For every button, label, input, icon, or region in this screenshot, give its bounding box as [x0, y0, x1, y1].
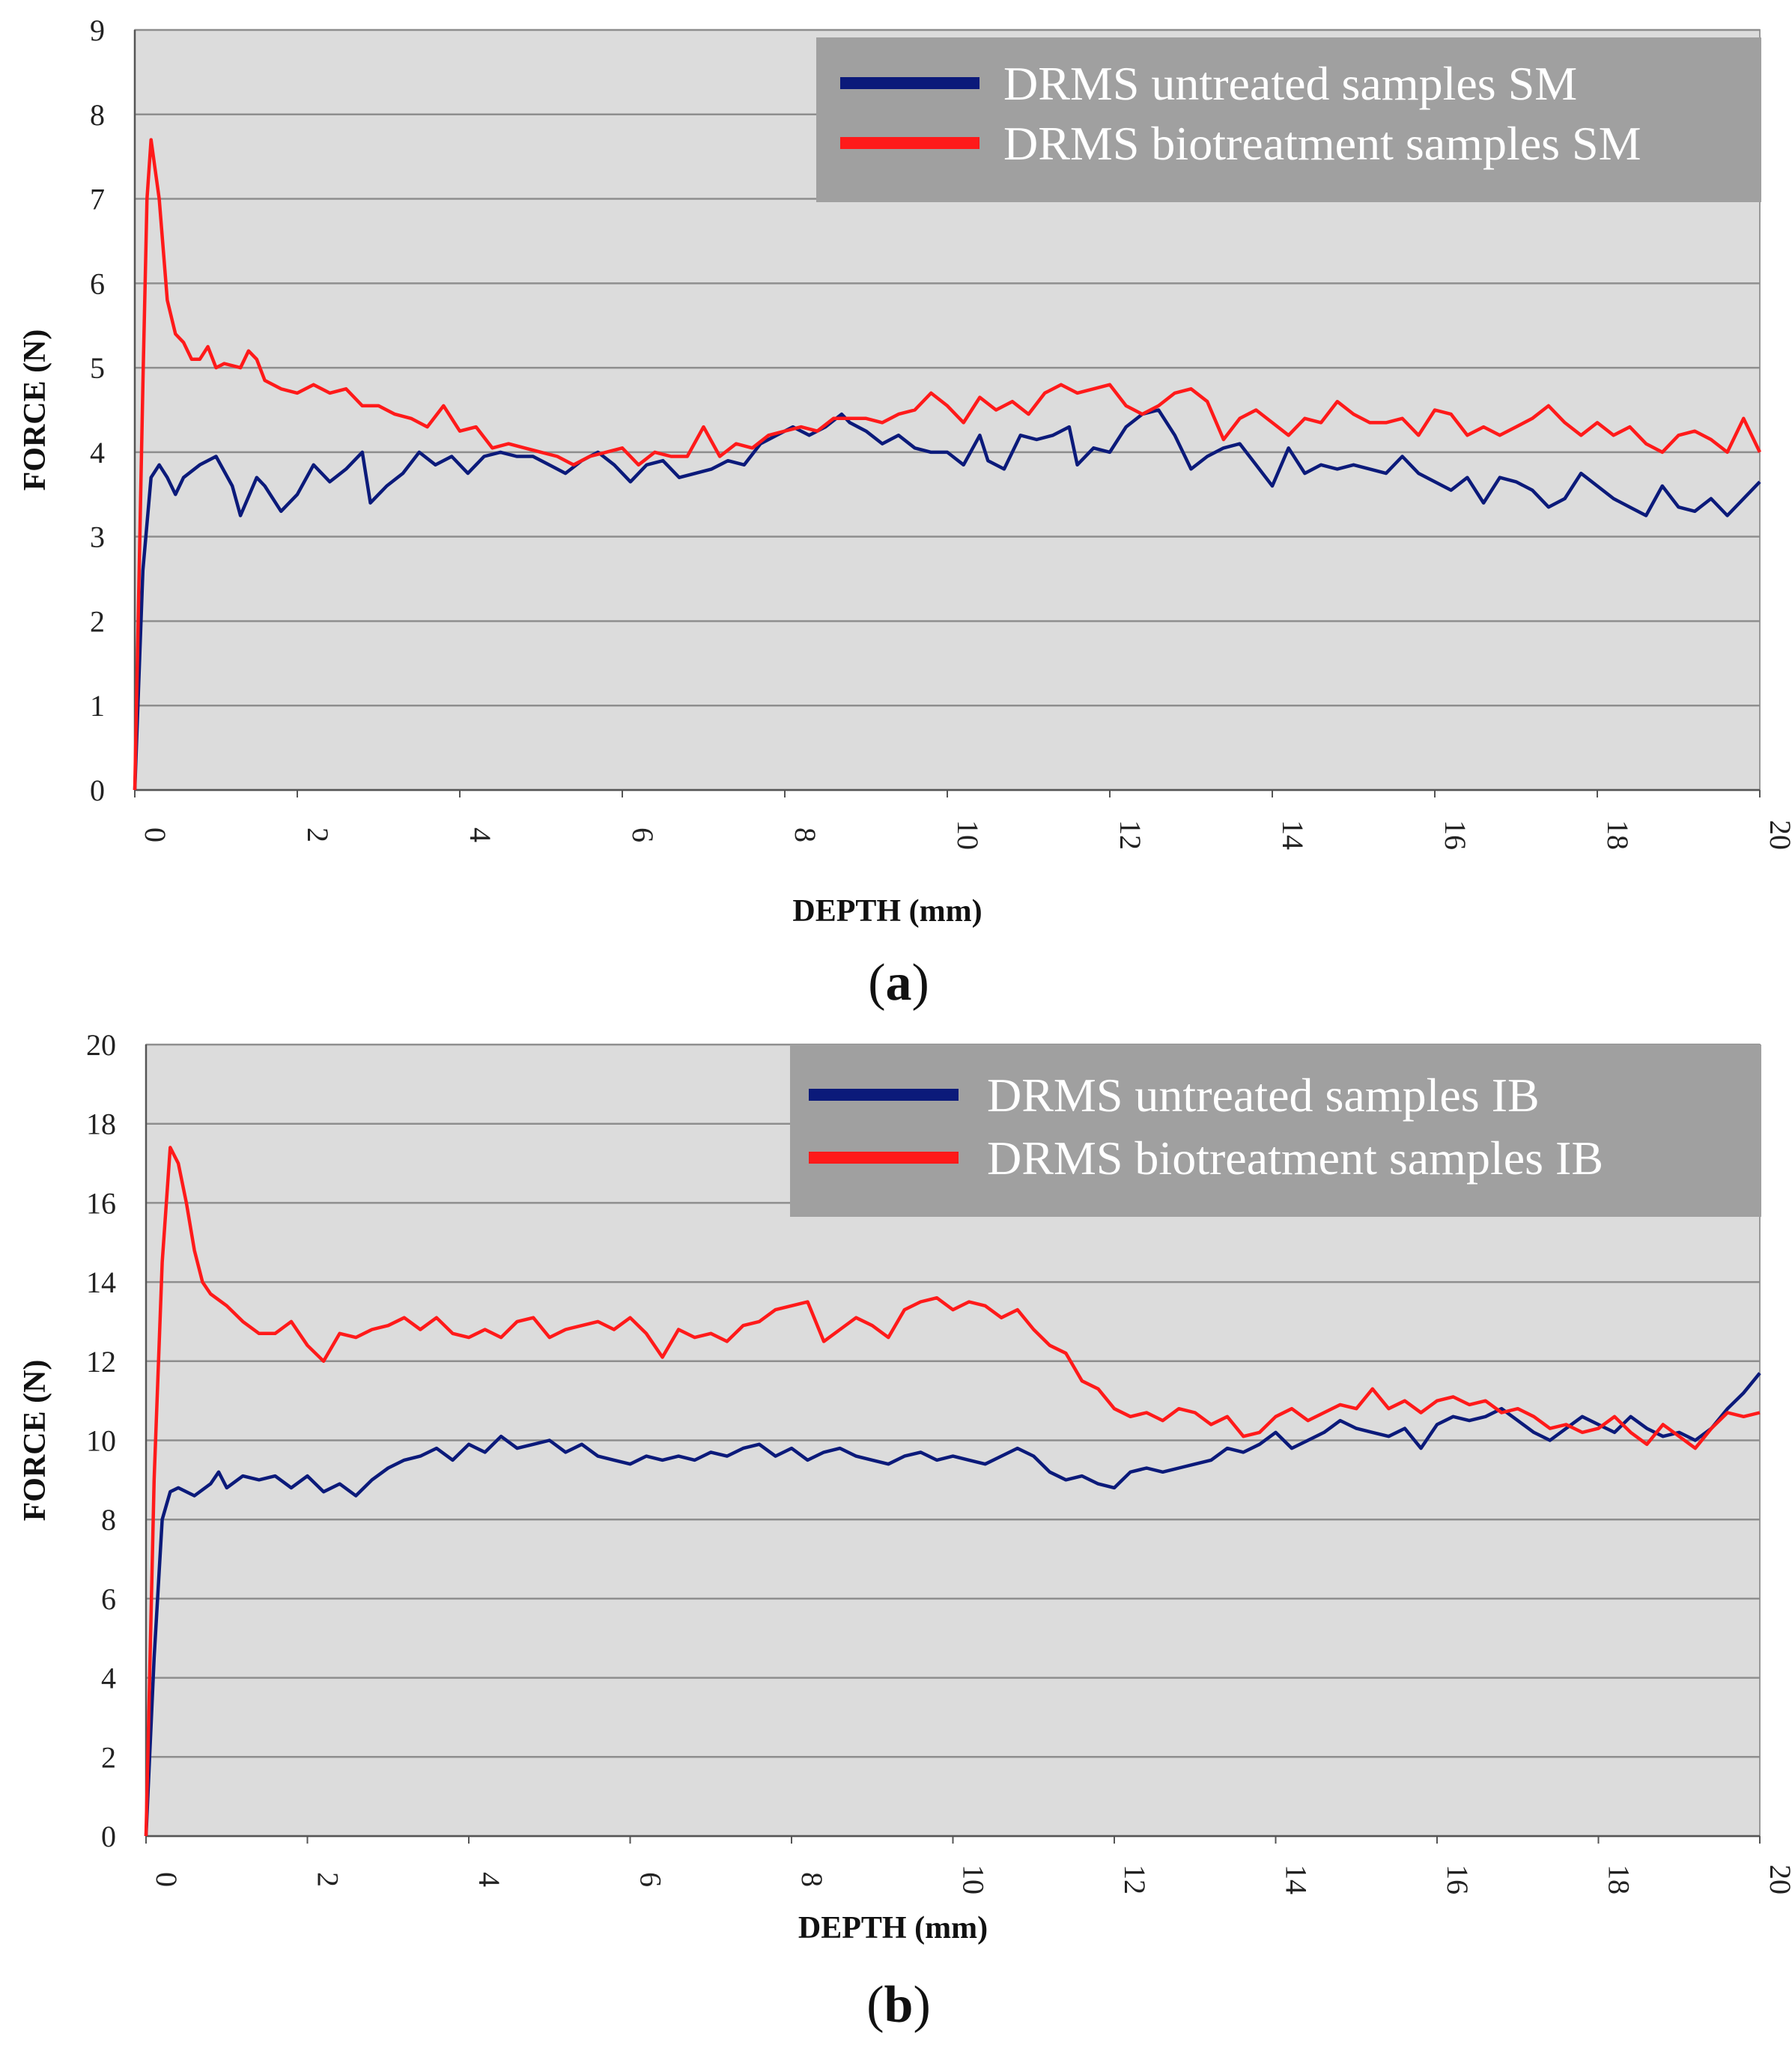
y-tick-label: 4 [101, 1662, 116, 1695]
y-tick-label: 12 [86, 1345, 116, 1379]
y-tick-label: 2 [90, 604, 105, 638]
legend-label: DRMS biotreatment samples SM [1003, 117, 1641, 170]
y-tick-label: 18 [86, 1107, 116, 1141]
x-tick-label: 8 [795, 1872, 829, 1887]
y-tick-label: 1 [90, 689, 105, 723]
y-tick-label: 10 [86, 1424, 116, 1458]
legend: DRMS untreated samples SM DRMS biotreatme… [816, 37, 1761, 202]
legend-label: DRMS untreated samples SM [1003, 57, 1577, 110]
y-tick-label: 16 [86, 1186, 116, 1220]
x-tick-label: 0 [139, 827, 172, 842]
legend-label: DRMS biotreatment samples IB [987, 1131, 1603, 1185]
panel-label: (b) [866, 1976, 931, 2034]
x-tick-label: 4 [473, 1872, 506, 1887]
x-tick-label: 6 [634, 1872, 668, 1887]
legend-label: DRMS untreated samples IB [987, 1069, 1540, 1122]
y-tick-label: 2 [101, 1740, 116, 1774]
y-tick-label: 6 [90, 267, 105, 300]
y-tick-label: 5 [90, 351, 105, 385]
x-axis-title: DEPTH (mm) [792, 894, 982, 929]
x-tick-label: 6 [626, 827, 660, 842]
x-tick-label: 12 [1114, 820, 1147, 850]
panel-label: (a) [868, 954, 929, 1012]
y-tick-label: 4 [90, 436, 105, 470]
x-tick-label: 18 [1601, 820, 1635, 850]
x-tick-label: 16 [1439, 820, 1472, 850]
y-tick-label: 0 [101, 1820, 116, 1853]
chart-panel-b: 0 2 4 6 8 10 12 14 16 18 20 0 2 4 6 8 10 12 14 16 18 20 DEPTH … [18, 1028, 1792, 2034]
x-tick-label: 8 [789, 827, 822, 842]
y-axis-title: FORCE (N) [18, 329, 52, 491]
legend: DRMS untreated samples IB DRMS biotreatme… [790, 1045, 1761, 1217]
y-axis-title: FORCE (N) [18, 1360, 52, 1522]
x-tick-label: 20 [1764, 820, 1792, 850]
y-tick-label: 14 [86, 1265, 116, 1299]
x-tick-label: 10 [957, 1865, 991, 1894]
x-tick-label: 12 [1118, 1865, 1152, 1894]
legend-box [790, 1045, 1761, 1217]
x-tick-label: 0 [150, 1872, 183, 1887]
x-tick-label: 14 [1276, 820, 1310, 850]
x-tick-label: 20 [1764, 1865, 1792, 1894]
x-tick-label: 4 [464, 827, 497, 842]
x-tick-label: 14 [1280, 1865, 1313, 1894]
y-tick-label: 8 [101, 1503, 116, 1537]
y-tick-label: 9 [90, 13, 105, 47]
x-tick-label: 18 [1603, 1865, 1636, 1894]
y-tick-label: 8 [90, 98, 105, 132]
x-axis-title: DEPTH (mm) [798, 1911, 988, 1945]
y-tick-label: 20 [86, 1028, 116, 1062]
x-tick-label: 10 [951, 820, 985, 850]
y-tick-label: 7 [90, 183, 105, 216]
x-tick-label: 2 [312, 1872, 345, 1887]
legend-box [816, 37, 1761, 202]
y-tick-label: 0 [90, 774, 105, 807]
y-tick-label: 3 [90, 520, 105, 554]
x-tick-label: 2 [301, 827, 335, 842]
series-line-untreated [133, 408, 1761, 791]
series-line-biotreatment [144, 1146, 1761, 1837]
y-tick-label: 6 [101, 1582, 116, 1616]
series-line-untreated [144, 1372, 1761, 1837]
series-line-biotreatment [133, 138, 1762, 791]
x-tick-label: 16 [1441, 1865, 1474, 1894]
